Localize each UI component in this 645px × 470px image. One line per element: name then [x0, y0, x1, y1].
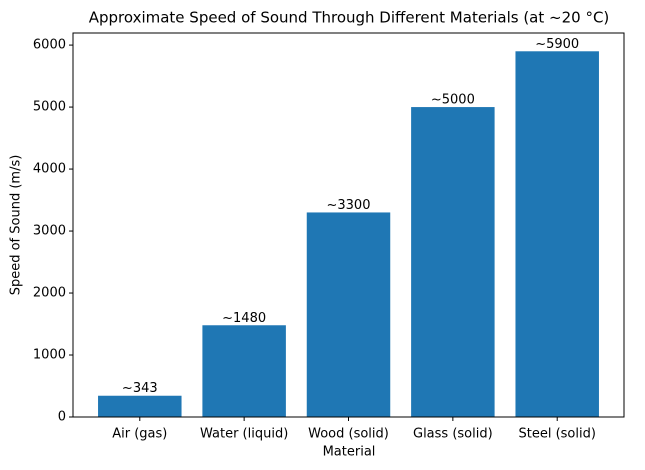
value-label: ~1480 [222, 311, 266, 326]
bar [515, 51, 599, 418]
bar [306, 212, 391, 417]
chart-title: Approximate Speed of Sound Through Diffe… [89, 9, 610, 27]
value-label: ~3300 [327, 198, 371, 213]
bar [411, 107, 495, 418]
bar [98, 395, 182, 417]
x-tick-label: Air (gas) [112, 427, 167, 442]
y-axis-label: Speed of Sound (m/s) [9, 155, 24, 296]
plot-frame [72, 32, 625, 418]
x-tick-label: Glass (solid) [413, 427, 493, 442]
y-tick-label: 5000 [33, 100, 66, 115]
y-tick-label: 6000 [33, 38, 66, 53]
value-label: ~343 [122, 381, 158, 396]
x-tick-label: Wood (solid) [308, 427, 389, 442]
value-label: ~5000 [431, 93, 475, 108]
x-tick-label: Water (liquid) [200, 427, 288, 442]
bar [202, 325, 286, 417]
y-tick-label: 3000 [33, 224, 66, 239]
x-axis-label: Material [323, 445, 376, 460]
value-label: ~5900 [535, 37, 579, 52]
y-tick-label: 1000 [33, 348, 66, 363]
x-tick-label: Steel (solid) [518, 427, 595, 442]
y-tick-label: 4000 [33, 162, 66, 177]
y-tick-label: 0 [58, 410, 66, 425]
y-tick-label: 2000 [33, 286, 66, 301]
